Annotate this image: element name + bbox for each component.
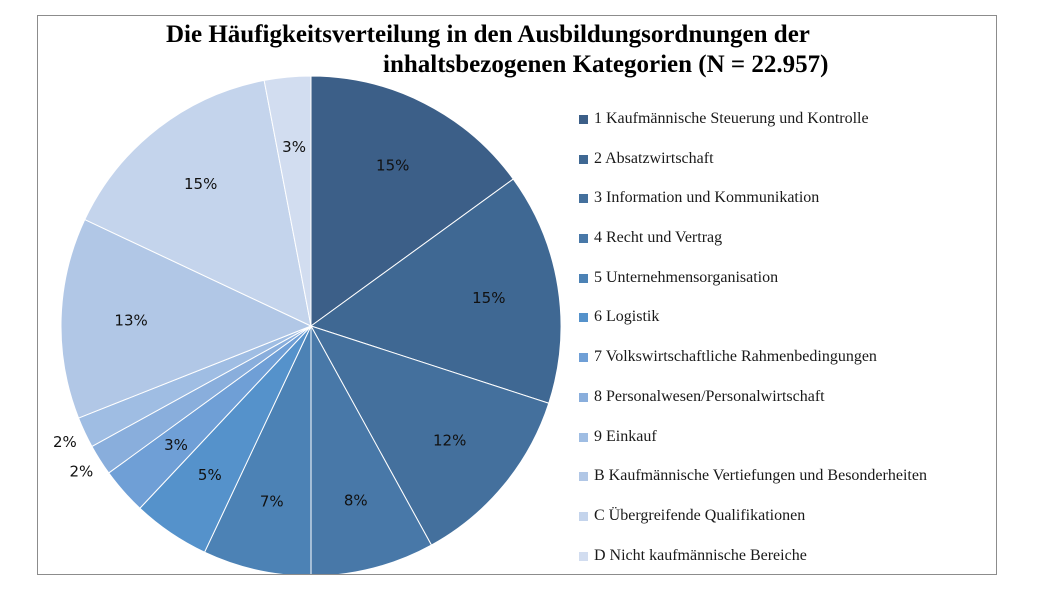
legend-item: 1 Kaufmännische Steuerung und Kontrolle bbox=[579, 110, 989, 150]
data-label: 13% bbox=[114, 311, 147, 329]
pie-chart: 15% 15% 12% 8% 7% 5% 3% 2% 2% 13% 15% 3% bbox=[53, 75, 562, 574]
data-label: 5% bbox=[198, 466, 222, 484]
legend: 1 Kaufmännische Steuerung und Kontrolle 2… bbox=[579, 110, 989, 586]
pie-slice bbox=[84, 79, 312, 327]
legend-swatch bbox=[579, 472, 588, 482]
legend-item: 5 Unternehmensorganisation bbox=[579, 269, 989, 309]
legend-item: 8 Personalwesen/Personalwirtschaft bbox=[579, 388, 989, 428]
legend-swatch bbox=[579, 194, 588, 204]
chart-frame: Die Häufigkeitsverteilung in den Ausbild… bbox=[37, 15, 997, 575]
data-label: 2% bbox=[69, 463, 93, 481]
data-label: 3% bbox=[282, 138, 306, 156]
legend-swatch bbox=[579, 511, 588, 521]
legend-item: D Nicht kaufmännische Bereiche bbox=[579, 547, 989, 587]
legend-item: 7 Volkswirtschaftliche Rahmenbedingungen bbox=[579, 348, 989, 388]
legend-swatch bbox=[579, 273, 588, 283]
legend-item: 4 Recht und Vertrag bbox=[579, 229, 989, 269]
legend-label: 6 Logistik bbox=[594, 308, 660, 326]
legend-swatch bbox=[579, 313, 588, 323]
pie-slice bbox=[310, 75, 514, 327]
chart-title: Die Häufigkeitsverteilung in den Ausbild… bbox=[38, 20, 918, 80]
legend-swatch bbox=[579, 154, 588, 164]
legend-item: 2 Absatzwirtschaft bbox=[579, 150, 989, 190]
legend-label: 9 Einkauf bbox=[594, 427, 657, 445]
legend-item: C Übergreifende Qualifikationen bbox=[579, 507, 989, 547]
chart-title-line-2: inhaltsbezogenen Kategorien (N = 22.957) bbox=[383, 51, 829, 78]
legend-label: 8 Personalwesen/Personalwirtschaft bbox=[594, 387, 825, 405]
data-label: 8% bbox=[344, 491, 368, 509]
data-label: 15% bbox=[472, 289, 505, 307]
legend-label: 4 Recht und Vertrag bbox=[594, 229, 723, 247]
data-label: 15% bbox=[376, 157, 409, 175]
legend-label: 2 Absatzwirtschaft bbox=[594, 149, 714, 167]
data-label: 3% bbox=[164, 436, 188, 454]
legend-label: 1 Kaufmännische Steuerung und Kontrolle bbox=[594, 110, 869, 127]
legend-label: 3 Information und Kommunikation bbox=[594, 189, 820, 207]
data-label: 12% bbox=[433, 432, 466, 450]
legend-swatch bbox=[579, 551, 588, 561]
pie-slice bbox=[309, 325, 550, 546]
legend-item: 3 Information und Kommunikation bbox=[579, 189, 989, 229]
legend-swatch bbox=[579, 392, 588, 402]
legend-label: 7 Volkswirtschaftliche Rahmenbedingungen bbox=[594, 348, 877, 366]
legend-item: B Kaufmännische Vertiefungen und Besonde… bbox=[579, 467, 989, 507]
legend-swatch bbox=[579, 115, 588, 124]
legend-swatch bbox=[579, 234, 588, 244]
pie-slice bbox=[263, 75, 312, 327]
pie-slice bbox=[203, 325, 312, 574]
pie-slice bbox=[310, 325, 433, 574]
legend-item: 9 Einkauf bbox=[579, 428, 989, 468]
legend-label: D Nicht kaufmännische Bereiche bbox=[594, 546, 807, 564]
data-label: 2% bbox=[53, 433, 77, 451]
data-label: 15% bbox=[184, 175, 217, 193]
legend-item: 6 Logistik bbox=[579, 308, 989, 348]
chart-title-line-1: Die Häufigkeitsverteilung in den Ausbild… bbox=[166, 21, 810, 48]
data-label: 7% bbox=[260, 493, 284, 511]
pie-slice bbox=[309, 178, 562, 404]
legend-label: C Übergreifende Qualifikationen bbox=[594, 506, 806, 524]
legend-label: 5 Unternehmensorganisation bbox=[594, 268, 779, 286]
legend-label: B Kaufmännische Vertiefungen und Besonde… bbox=[594, 467, 927, 485]
pie-slice bbox=[60, 218, 313, 419]
legend-swatch bbox=[579, 432, 588, 442]
legend-swatch bbox=[579, 353, 588, 363]
